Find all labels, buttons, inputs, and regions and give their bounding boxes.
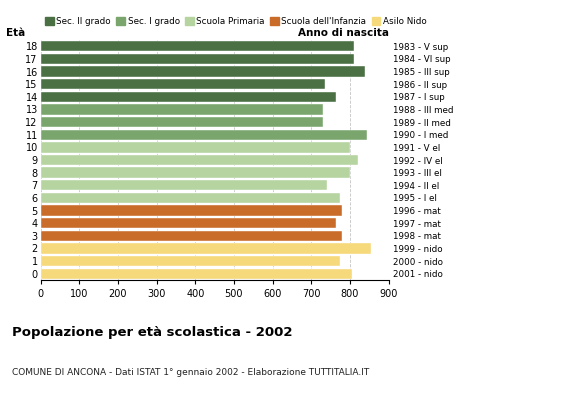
Bar — [41, 130, 367, 140]
Text: Popolazione per età scolastica - 2002: Popolazione per età scolastica - 2002 — [12, 326, 292, 339]
Bar — [41, 54, 354, 64]
Bar — [41, 193, 340, 203]
Bar — [41, 168, 350, 178]
Bar — [41, 218, 336, 228]
Bar — [41, 66, 365, 77]
Text: COMUNE DI ANCONA - Dati ISTAT 1° gennaio 2002 - Elaborazione TUTTITALIA.IT: COMUNE DI ANCONA - Dati ISTAT 1° gennaio… — [12, 368, 369, 377]
Bar — [41, 155, 358, 165]
Bar — [41, 205, 342, 216]
Bar — [41, 104, 323, 115]
Bar — [41, 117, 323, 127]
Bar — [41, 41, 354, 52]
Bar — [41, 79, 325, 89]
Bar — [41, 92, 336, 102]
Bar — [41, 243, 371, 254]
Bar — [41, 256, 340, 266]
Text: Anno di nascita: Anno di nascita — [298, 28, 389, 38]
Bar — [41, 142, 350, 152]
Bar — [41, 268, 352, 279]
Legend: Sec. II grado, Sec. I grado, Scuola Primaria, Scuola dell'Infanzia, Asilo Nido: Sec. II grado, Sec. I grado, Scuola Prim… — [45, 17, 427, 26]
Bar — [41, 180, 327, 190]
Bar — [41, 231, 342, 241]
Text: Età: Età — [6, 28, 25, 38]
